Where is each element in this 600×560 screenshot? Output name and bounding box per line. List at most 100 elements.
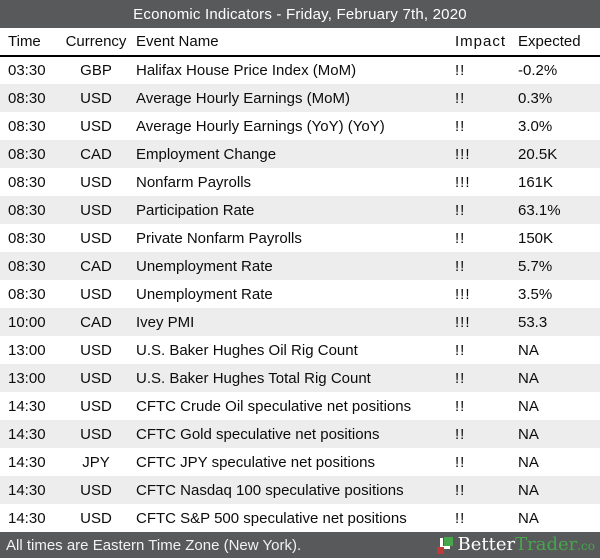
logo-red-square [436,546,444,554]
page-title: Economic Indicators - Friday, February 7… [133,5,467,23]
cell-expected: NA [518,341,539,359]
cell-time: 10:00 [8,313,46,331]
cell-impact: !! [455,481,466,499]
cell-currency: USD [80,397,112,415]
cell-event: Halifax House Price Index (MoM) [136,62,357,79]
cell-event: CFTC Crude Oil speculative net positions [136,397,412,415]
table-body: 03:30 GBP Halifax House Price Index (MoM… [0,56,600,532]
cell-time: 13:00 [8,341,46,359]
table-row: 08:30 USD Unemployment Rate !!! 3.5% [0,280,600,308]
cell-event: CFTC JPY speculative net positions [136,453,375,471]
cell-expected: 20.5K [518,145,558,163]
table-row: 14:30 USD CFTC Nasdaq 100 speculative po… [0,476,600,504]
table-row: 13:00 USD U.S. Baker Hughes Oil Rig Coun… [0,336,600,364]
cell-expected: 150K [518,229,554,247]
cell-time: 14:30 [8,509,46,527]
table-row: 14:30 USD CFTC Gold speculative net posi… [0,420,600,448]
cell-expected: NA [518,453,539,471]
timezone-note: All times are Eastern Time Zone (New Yor… [6,536,302,554]
cell-impact: !! [455,369,466,387]
table-row: 14:30 JPY CFTC JPY speculative net posit… [0,448,600,476]
cell-expected: 0.3% [518,89,553,107]
bettertrader-logo-icon [436,536,454,554]
table-row: 08:30 USD Private Nonfarm Payrolls !! 15… [0,224,600,252]
table-row: 08:30 CAD Unemployment Rate !! 5.7% [0,252,600,280]
cell-impact: !! [455,201,466,219]
cell-expected: 161K [518,173,554,191]
column-header-expected: Expected [518,33,581,50]
logo-white-bracket [439,537,450,549]
cell-event: Participation Rate [136,201,255,219]
cell-impact: !! [455,509,466,527]
cell-time: 08:30 [8,117,46,135]
table-row: 08:30 USD Average Hourly Earnings (MoM) … [0,84,600,112]
cell-currency: JPY [82,453,110,471]
cell-currency: CAD [80,145,112,163]
table-row: 08:30 USD Participation Rate !! 63.1% [0,196,600,224]
cell-currency: USD [80,369,112,387]
cell-time: 03:30 [8,62,46,79]
cell-expected: NA [518,425,539,443]
cell-currency: CAD [80,313,112,331]
footer-bar: All times are Eastern Time Zone (New Yor… [0,532,600,558]
cell-currency: GBP [80,62,112,79]
cell-currency: USD [80,201,112,219]
cell-expected: 3.5% [518,285,553,303]
cell-impact: !! [455,257,466,275]
cell-impact: !! [455,62,466,79]
cell-time: 08:30 [8,285,46,303]
cell-time: 08:30 [8,257,46,275]
table-row: 10:00 CAD Ivey PMI !!! 53.3 [0,308,600,336]
cell-currency: USD [80,117,112,135]
bettertrader-brand-link[interactable]: BetterTrader.co [436,536,596,554]
cell-event: CFTC Nasdaq 100 speculative positions [136,481,404,499]
cell-event: U.S. Baker Hughes Total Rig Count [136,369,371,387]
cell-event: Private Nonfarm Payrolls [136,229,302,247]
column-header-time: Time [8,33,41,50]
cell-impact: !! [455,89,466,107]
cell-impact: !!! [455,145,471,163]
table-row: 08:30 CAD Employment Change !!! 20.5K [0,140,600,168]
cell-currency: USD [80,173,112,191]
cell-event: CFTC Gold speculative net positions [136,425,380,443]
cell-event: Employment Change [136,145,277,163]
cell-time: 14:30 [8,397,46,415]
cell-event: Average Hourly Earnings (YoY) (YoY) [136,117,385,135]
cell-impact: !! [455,425,466,443]
brand-part-better: Better [457,534,516,555]
cell-currency: CAD [80,257,112,275]
cell-event: Ivey PMI [136,313,195,331]
table-row: 08:30 USD Nonfarm Payrolls !!! 161K [0,168,600,196]
table-row: 14:30 USD CFTC Crude Oil speculative net… [0,392,600,420]
cell-event: U.S. Baker Hughes Oil Rig Count [136,341,358,359]
cell-event: CFTC S&P 500 speculative net positions [136,509,407,527]
column-header-currency: Currency [65,33,127,50]
cell-impact: !! [455,341,466,359]
cell-currency: USD [80,481,112,499]
brand-suffix-co: .co [577,539,595,553]
cell-impact: !! [455,117,466,135]
cell-currency: USD [80,285,112,303]
cell-expected: NA [518,509,539,527]
table-row: 13:00 USD U.S. Baker Hughes Total Rig Co… [0,364,600,392]
cell-expected: NA [518,481,539,499]
cell-expected: -0.2% [518,62,558,79]
cell-time: 08:30 [8,145,46,163]
cell-time: 08:30 [8,229,46,247]
table-row: 08:30 USD Average Hourly Earnings (YoY) … [0,112,600,140]
cell-currency: USD [80,89,112,107]
economic-indicators-table: Time Currency Event Name Impact Expected… [0,28,600,532]
cell-time: 14:30 [8,453,46,471]
column-header-event: Event Name [136,33,219,50]
cell-currency: USD [80,425,112,443]
cell-event: Nonfarm Payrolls [136,173,252,191]
brand-wordmark: BetterTrader.co [458,536,596,554]
cell-expected: 63.1% [518,201,561,219]
cell-impact: !! [455,229,466,247]
cell-time: 08:30 [8,201,46,219]
column-header-impact: Impact [455,33,507,50]
cell-time: 14:30 [8,481,46,499]
brand-part-trader: Trader [515,534,578,555]
cell-currency: USD [80,229,112,247]
cell-impact: !!! [455,173,471,191]
